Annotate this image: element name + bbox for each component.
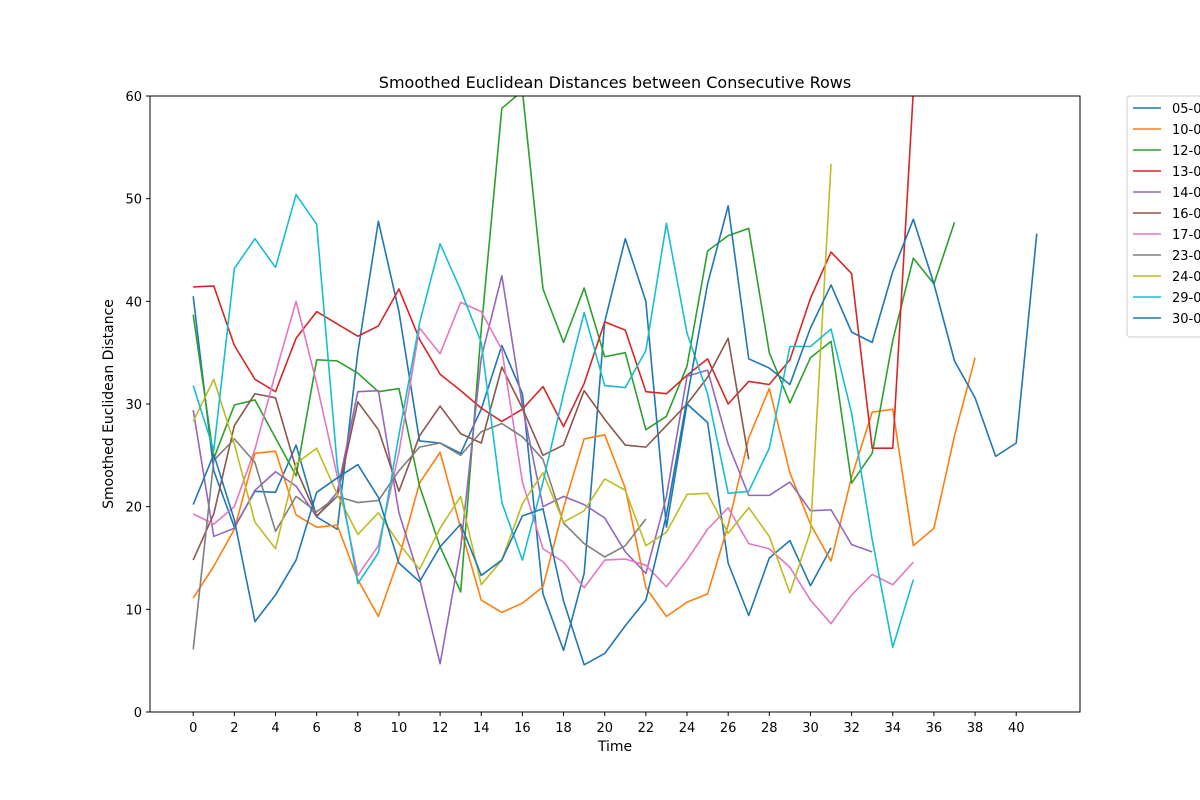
y-tick-label: 30 [125, 398, 142, 413]
x-tick-label: 38 [967, 721, 984, 736]
x-tick-label: 34 [884, 721, 901, 736]
series-line-5 [192, 337, 750, 561]
legend-label: 10-0 [1172, 123, 1200, 138]
x-tick-label: 36 [926, 721, 943, 736]
y-tick-label: 10 [125, 603, 142, 618]
x-tick-label: 6 [313, 721, 321, 736]
x-tick-label: 0 [189, 721, 197, 736]
y-tick-label: 60 [125, 90, 142, 105]
legend: 05-0 10-0 12-0 13-0 14-0 16-0 17-0 23-0 24-0 29-0… [1126, 95, 1200, 338]
x-axis: 0 2 4 6 8 10 12 14 16 18 20 22 24 26 28 30 32 34 36 38 40 [189, 712, 1024, 736]
x-tick-label: 20 [596, 721, 613, 736]
x-tick-label: 32 [843, 721, 860, 736]
y-tick-label: 40 [125, 295, 142, 310]
series-line-10 [192, 205, 1038, 666]
x-tick-label: 14 [473, 721, 490, 736]
legend-label: 05-0 [1172, 102, 1200, 117]
series-line-0 [192, 220, 832, 652]
legend-label: 23-0 [1172, 249, 1200, 264]
x-tick-label: 4 [271, 721, 279, 736]
series-line-2 [192, 96, 956, 593]
series-line-9 [192, 193, 915, 649]
x-tick-label: 2 [230, 721, 238, 736]
y-axis-label: Smoothed Euclidean Distance [101, 299, 117, 509]
x-tick-label: 26 [720, 721, 737, 736]
x-tick-label: 28 [761, 721, 778, 736]
y-axis: 0 10 20 30 40 50 60 [125, 90, 150, 721]
y-tick-label: 20 [125, 501, 142, 516]
x-tick-label: 30 [802, 721, 819, 736]
x-tick-label: 16 [514, 721, 531, 736]
legend-label: 17-0 [1172, 228, 1200, 243]
legend-label: 16-0 [1172, 207, 1200, 222]
series-line-1 [192, 357, 976, 618]
legend-label: 30-0 [1172, 312, 1200, 327]
x-tick-label: 40 [1008, 721, 1025, 736]
legend-label: 14-0 [1172, 186, 1200, 201]
x-tick-label: 12 [432, 721, 449, 736]
x-tick-label: 18 [555, 721, 572, 736]
y-tick-label: 0 [134, 706, 142, 721]
chart-title: Smoothed Euclidean Distances between Con… [379, 73, 851, 92]
legend-label: 24-0 [1172, 270, 1200, 285]
legend-label: 13-0 [1172, 165, 1200, 180]
legend-label: 29-0 [1172, 291, 1200, 306]
series-line-3 [193, 96, 914, 449]
plot-frame [149, 95, 1081, 713]
x-tick-label: 24 [679, 721, 696, 736]
x-axis-label: Time [597, 739, 632, 755]
series-lines [192, 96, 1038, 666]
y-tick-label: 50 [125, 193, 142, 208]
series-line-4 [192, 274, 873, 665]
legend-label: 12-0 [1172, 144, 1200, 159]
x-tick-label: 22 [638, 721, 655, 736]
x-tick-label: 10 [391, 721, 408, 736]
x-tick-label: 8 [354, 721, 362, 736]
series-line-7 [192, 422, 647, 650]
